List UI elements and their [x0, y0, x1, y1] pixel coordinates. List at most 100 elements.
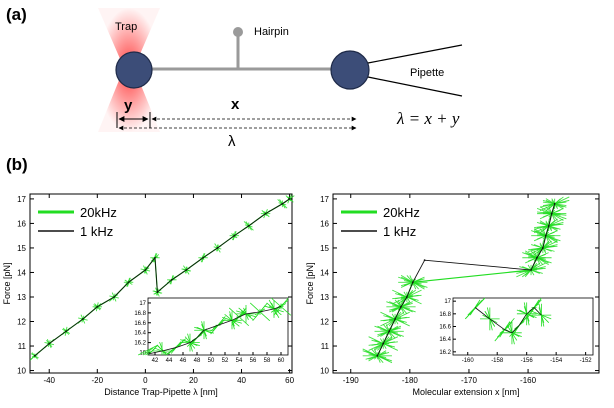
hairpin-label: Hairpin — [254, 26, 289, 38]
series-1khz-point — [247, 224, 250, 227]
series-1khz-point — [216, 247, 219, 249]
inset-x-tick-label: -156 — [521, 358, 534, 364]
x-dim-label: x — [231, 96, 240, 113]
inset-x-tick-label: 44 — [166, 358, 173, 364]
inset: -160 -158 -156 -154 -152 16.2 16.4 16.6 16.8 17 — [439, 297, 594, 364]
y-axis-title: Force [pN] — [2, 262, 12, 304]
inset-y-tick-label: 16.6 — [439, 325, 451, 331]
trap-bead — [115, 51, 153, 89]
series-1khz-point — [96, 305, 99, 308]
x-tick-label: -40 — [43, 376, 55, 385]
panel-a-label: (a) — [6, 5, 27, 24]
series-1khz-point — [411, 281, 414, 284]
hairpin-icon — [233, 27, 243, 37]
inset-x-tick-label: -154 — [550, 358, 563, 364]
series-1khz-point — [541, 247, 544, 249]
y-axis-title: Force [pN] — [305, 262, 315, 304]
series-1khz-point — [536, 256, 538, 259]
y-tick-label: 17 — [17, 195, 26, 204]
series-1khz-point — [553, 202, 556, 205]
series-1khz-point — [202, 256, 204, 259]
y-tick-label: 10 — [17, 367, 26, 376]
pipette-upper-wall — [367, 44, 463, 64]
legend-label-1khz: 1 kHz — [383, 224, 416, 239]
series-1khz-point — [382, 342, 385, 345]
series-1khz-point — [423, 259, 426, 262]
legend-label-20khz: 20kHz — [80, 205, 117, 220]
x-tick-label: -180 — [402, 376, 419, 385]
x-tick-label: 20 — [189, 376, 198, 385]
legend: 20kHz 1 kHz — [341, 205, 420, 239]
lambda-dim-label: λ — [228, 133, 236, 150]
series-1khz-point — [113, 296, 116, 298]
inset-y-tick-label: 16.2 — [134, 341, 146, 347]
y-tick-label: 14 — [320, 268, 329, 277]
y-tick-label: 15 — [17, 244, 26, 253]
series-1khz-point — [81, 318, 84, 320]
inset-y-tick-label: 16.8 — [134, 311, 146, 317]
y-tick-label: 13 — [320, 293, 329, 302]
pipette-bead — [330, 50, 370, 90]
series-1khz-point — [394, 318, 396, 320]
y-tick-label: 16 — [320, 219, 329, 228]
x-tick-label: -170 — [461, 376, 478, 385]
inset-y-tick-label: 16.4 — [134, 331, 146, 337]
inset-20khz-segment — [465, 297, 486, 320]
series-1khz-point — [288, 198, 291, 200]
pipette-label: Pipette — [410, 67, 444, 79]
series-1khz-point — [65, 330, 67, 333]
series-1khz-point — [233, 234, 236, 237]
legend-label-1khz: 1 kHz — [80, 224, 113, 239]
y-dim-label: y — [124, 97, 133, 114]
series-1khz-point — [170, 278, 173, 281]
series-1khz-point — [48, 342, 51, 345]
inset-y-tick-label: 17 — [139, 301, 146, 307]
pipette-lower-wall — [367, 76, 463, 97]
inset-20khz-segment — [138, 344, 158, 356]
inset-y-tick-label: 16.2 — [439, 350, 451, 356]
inset-1khz-line — [474, 306, 542, 334]
series-1khz-point — [127, 281, 130, 284]
series-1khz-point — [400, 305, 402, 308]
series-1khz-point — [154, 256, 156, 259]
series-1khz-point — [264, 212, 267, 215]
x-tick-label: 0 — [143, 376, 148, 385]
inset-x-tick-label: -160 — [462, 358, 475, 364]
inset-x-tick-label: -152 — [580, 358, 593, 364]
inset-x-tick-label: 46 — [180, 358, 187, 364]
y-tick-label: 12 — [17, 318, 26, 327]
panel-b-label: (b) — [6, 155, 28, 174]
y-tick-label: 11 — [321, 342, 330, 351]
y-tick-label: 13 — [17, 293, 26, 302]
y-tick-label: 14 — [17, 268, 26, 277]
plot-frame — [332, 193, 600, 374]
trap-label: Trap — [115, 21, 137, 33]
inset-x-tick-label: 42 — [152, 358, 159, 364]
series-1khz-point — [156, 291, 159, 293]
series-1khz-point — [33, 354, 36, 357]
inset-x-tick-label: 56 — [250, 358, 257, 364]
inset-20khz-segment — [526, 297, 542, 320]
inset-y-tick-label: 16.6 — [134, 321, 146, 327]
y-tick-label: 12 — [320, 318, 329, 327]
series-1khz-point — [550, 212, 553, 215]
y-tick-label: 11 — [18, 342, 27, 351]
chart-left: -40 -20 0 20 40 60 10 11 12 13 14 15 16 17 Distance Tr… — [2, 193, 295, 397]
inset-y-tick-label: 16.8 — [439, 312, 451, 318]
inset-20khz-segment — [145, 350, 151, 356]
y-tick-label: 16 — [17, 219, 26, 228]
inset-frame — [452, 297, 594, 356]
inset-20khz-segment — [165, 338, 187, 356]
x-tick-label: 40 — [237, 376, 246, 385]
x-tick-label: -190 — [343, 376, 360, 385]
series-1khz-point — [144, 269, 147, 271]
x-axis-title: Distance Trap-Pipette λ [nm] — [104, 387, 218, 397]
series-1khz-point — [281, 202, 284, 205]
inset: 42 44 46 48 50 52 54 56 58 60 16 16.2 16.4 16.6 16.8 17 — [134, 297, 292, 364]
inset-1khz-line — [147, 306, 282, 355]
y-tick-label: 10 — [320, 367, 329, 376]
plot-frame — [29, 193, 293, 374]
inset-x-tick-label: 48 — [194, 358, 201, 364]
series-1khz-point — [376, 354, 379, 357]
